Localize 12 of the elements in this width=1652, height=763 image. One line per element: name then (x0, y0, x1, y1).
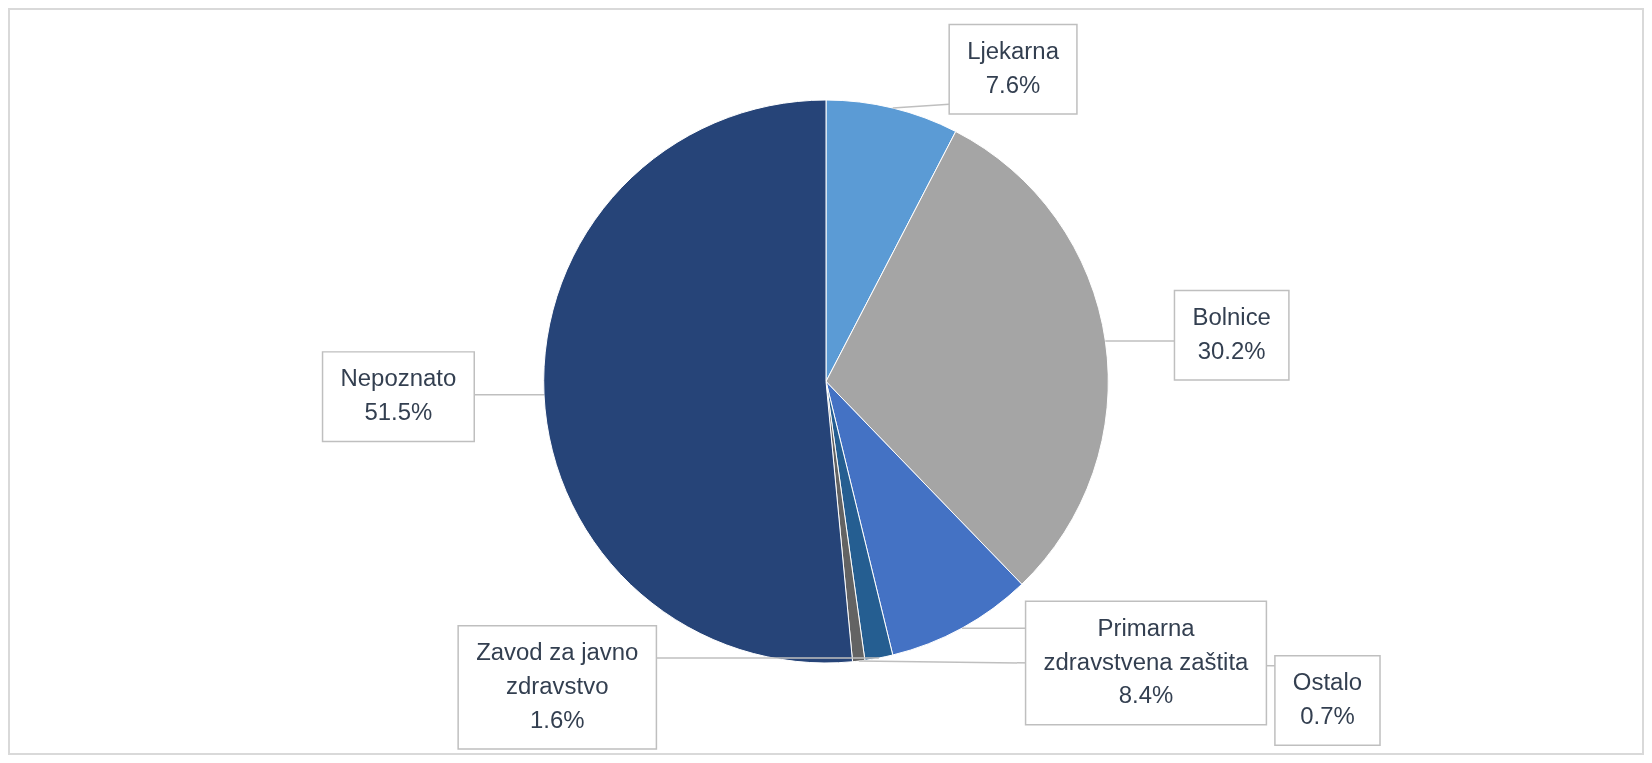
data-label: 1.6% (530, 705, 585, 733)
data-label: 7.6% (985, 70, 1041, 98)
slice-label: Zavod za javno zdravstvo (476, 638, 639, 699)
data-label: 0.7% (1300, 702, 1355, 730)
data-label: 8.4% (1118, 681, 1174, 709)
slice-label: Ostalo (1292, 668, 1363, 696)
slice-label: Primarna zdravstvena zaštita (1043, 613, 1250, 675)
slice-label: Ljekarna (967, 37, 1060, 65)
slice-label: Bolnice (1192, 302, 1271, 330)
data-label: 51.5% (364, 398, 433, 426)
data-label: 30.2% (1197, 336, 1266, 364)
slice-label: Nepoznato (340, 364, 457, 392)
